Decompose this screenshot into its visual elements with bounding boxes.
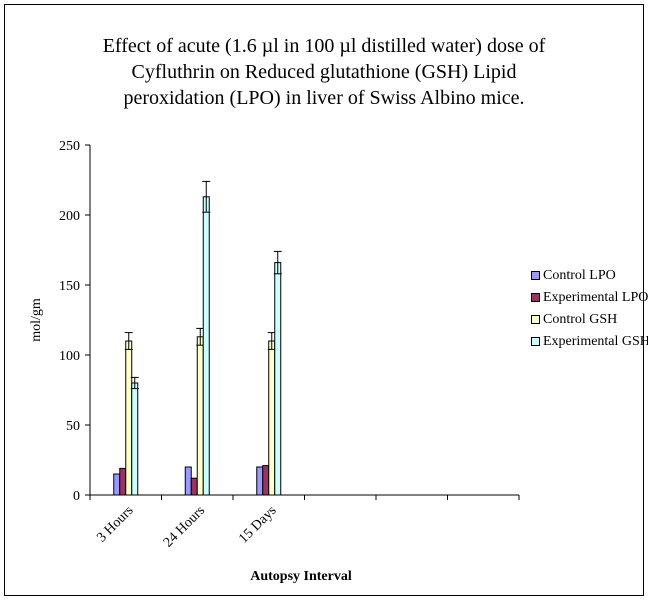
legend-swatch: [531, 315, 540, 324]
x-tick-label: 24 Hours: [161, 503, 208, 550]
bar: [202, 196, 210, 496]
bar: [256, 466, 264, 496]
bar: [119, 467, 127, 496]
x-tick-label: 15 Days: [236, 503, 279, 546]
legend-item: Control GSH: [531, 312, 648, 334]
legend-swatch: [531, 271, 540, 280]
bar: [268, 340, 276, 496]
y-axis-title: mol/gm: [29, 298, 44, 342]
legend-item: Experimental LPO: [531, 290, 648, 312]
y-tick-label: 250: [59, 139, 80, 154]
bar: [262, 465, 270, 496]
bar: [190, 477, 198, 496]
chart-title-line-1: Effect of acute (1.6 µl in 100 µl distil…: [102, 35, 546, 57]
bar: [196, 336, 204, 496]
legend-item: Experimental GSH: [531, 334, 648, 356]
y-tick-label: 50: [66, 419, 80, 434]
x-axis-title: Autopsy Interval: [250, 569, 352, 584]
x-tick-label: 3 Hours: [94, 503, 136, 545]
y-tick-label: 0: [73, 489, 80, 504]
legend-item: Control LPO: [531, 268, 648, 290]
bar: [131, 382, 139, 496]
y-tick-label: 200: [59, 209, 80, 224]
chart-title-line-2: Cyfluthrin on Reduced glutathione (GSH) …: [131, 61, 517, 83]
chart-title: Effect of acute (1.6 µl in 100 µl distil…: [40, 33, 608, 111]
legend-swatch: [531, 337, 540, 346]
legend: Control LPO Experimental LPO Control GSH…: [531, 268, 648, 356]
y-tick-label: 100: [59, 349, 80, 364]
legend-swatch: [531, 293, 540, 302]
chart-title-line-3: peroxidation (LPO) in liver of Swiss Alb…: [123, 87, 525, 109]
axis-labels: 0 50 100 150 200 250 3 Hours 24 Hours 15 Days: [59, 139, 280, 550]
axes: [85, 144, 520, 500]
bars: [113, 180, 282, 496]
bar: [184, 466, 192, 496]
bar: [125, 340, 133, 496]
bar: [274, 262, 282, 496]
legend-label: Control GSH: [543, 312, 618, 327]
y-tick-label: 150: [59, 279, 80, 294]
legend-label: Experimental LPO: [543, 290, 648, 305]
legend-label: Experimental GSH: [543, 334, 648, 349]
legend-label: Control LPO: [543, 268, 616, 283]
bar: [113, 473, 121, 496]
